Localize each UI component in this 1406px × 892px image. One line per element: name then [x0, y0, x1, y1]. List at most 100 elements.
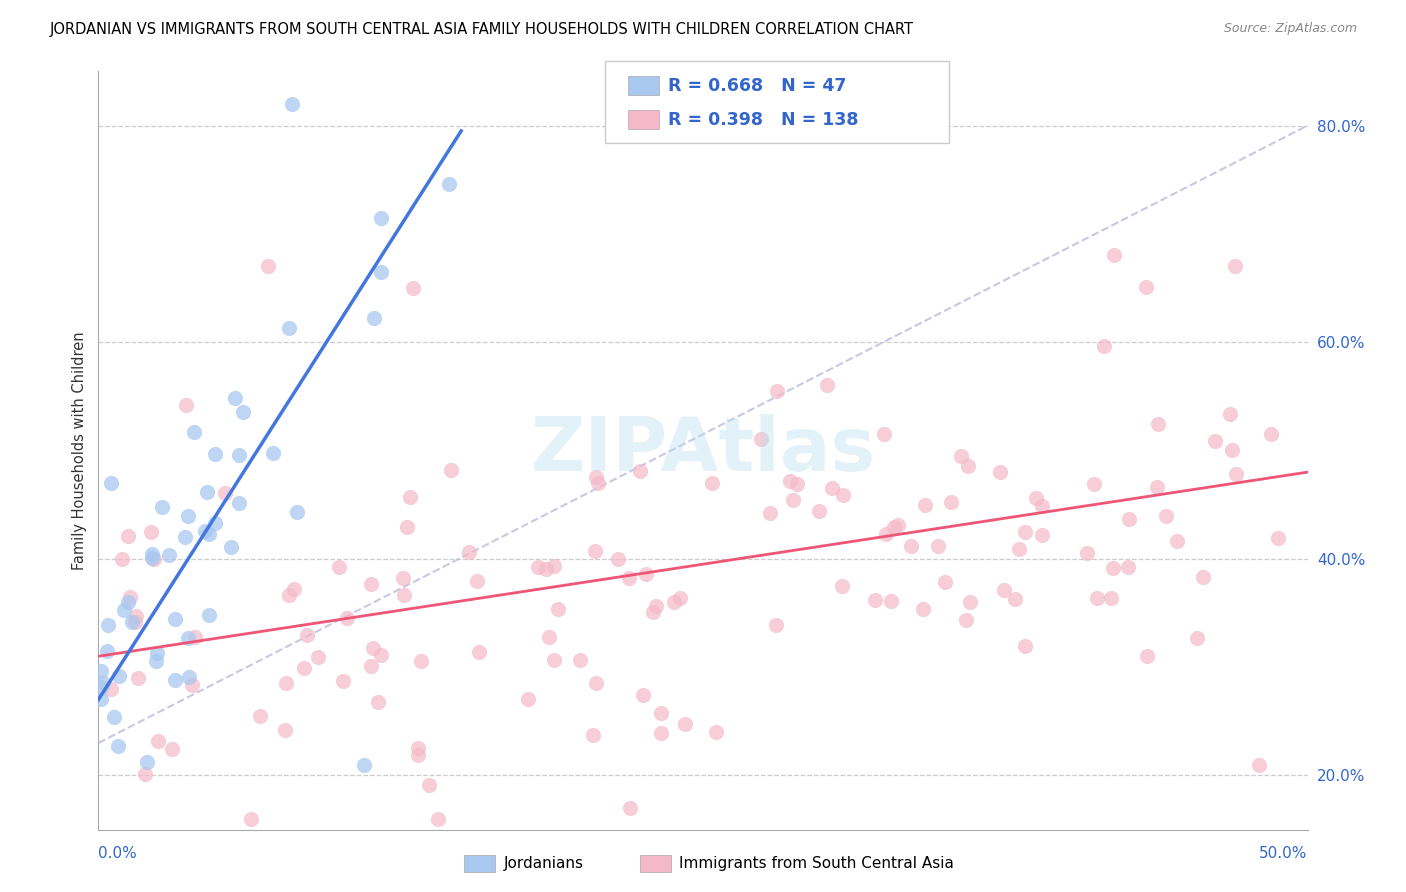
Point: [782, 492, 804, 507]
Point: [534, 561, 557, 575]
Point: [112, 603, 135, 617]
Text: Immigrants from South Central Asia: Immigrants from South Central Asia: [679, 856, 955, 871]
Point: [1249, 757, 1271, 772]
Point: [988, 465, 1011, 479]
Point: [332, 673, 354, 688]
Point: [1166, 533, 1188, 548]
Point: [402, 281, 425, 295]
Point: [118, 590, 141, 604]
Point: [1146, 480, 1168, 494]
Point: [274, 723, 297, 737]
Point: [395, 520, 418, 534]
Point: [136, 755, 159, 769]
Point: [124, 615, 146, 629]
Point: [427, 812, 450, 826]
Point: [807, 504, 830, 518]
Point: [900, 540, 922, 554]
Point: [1118, 559, 1140, 574]
Point: [786, 477, 808, 491]
Point: [619, 801, 641, 815]
Point: [183, 425, 205, 439]
Text: JORDANIAN VS IMMIGRANTS FROM SOUTH CENTRAL ASIA FAMILY HOUSEHOLDS WITH CHILDREN : JORDANIAN VS IMMIGRANTS FROM SOUTH CENTR…: [49, 22, 914, 37]
Point: [650, 726, 672, 740]
Point: [197, 607, 219, 622]
Point: [370, 211, 392, 226]
Point: [145, 654, 167, 668]
Point: [765, 618, 787, 632]
Point: [1156, 508, 1178, 523]
Point: [249, 709, 271, 723]
Text: Jordanians: Jordanians: [503, 856, 583, 871]
Point: [1219, 407, 1241, 421]
Point: [934, 575, 956, 590]
Point: [308, 650, 330, 665]
Point: [1101, 561, 1123, 575]
Point: [644, 599, 666, 614]
Point: [879, 593, 901, 607]
Point: [1008, 542, 1031, 557]
Point: [408, 748, 430, 763]
Point: [702, 476, 724, 491]
Point: [418, 778, 440, 792]
Point: [214, 486, 236, 500]
Point: [1147, 417, 1170, 431]
Point: [955, 614, 977, 628]
Point: [569, 653, 592, 667]
Text: 50.0%: 50.0%: [1260, 846, 1308, 861]
Point: [90, 664, 112, 678]
Point: [873, 426, 896, 441]
Point: [779, 474, 801, 488]
Point: [543, 559, 565, 574]
Point: [174, 398, 197, 412]
Point: [353, 757, 375, 772]
Point: [328, 559, 350, 574]
Point: [749, 432, 772, 446]
Point: [157, 548, 180, 562]
Point: [950, 449, 973, 463]
Point: [97, 618, 120, 632]
Point: [1031, 528, 1053, 542]
Point: [228, 496, 250, 510]
Point: [141, 547, 163, 561]
Point: [669, 591, 692, 606]
Point: [198, 527, 221, 541]
Point: [103, 710, 125, 724]
Point: [662, 594, 685, 608]
Point: [177, 509, 200, 524]
Point: [440, 463, 463, 477]
Point: [177, 631, 200, 645]
Point: [150, 500, 173, 515]
Point: [100, 681, 122, 696]
Point: [468, 645, 491, 659]
Point: [766, 384, 789, 399]
Point: [399, 490, 422, 504]
Text: R = 0.398   N = 138: R = 0.398 N = 138: [668, 111, 858, 128]
Point: [821, 481, 844, 495]
Point: [117, 595, 139, 609]
Point: [1267, 532, 1289, 546]
Point: [1225, 467, 1247, 481]
Point: [111, 551, 134, 566]
Point: [181, 678, 204, 692]
Point: [194, 524, 217, 539]
Point: [134, 767, 156, 781]
Point: [1135, 648, 1157, 663]
Point: [361, 640, 384, 655]
Point: [1192, 570, 1215, 584]
Point: [370, 265, 392, 279]
Point: [262, 445, 284, 459]
Point: [457, 545, 479, 559]
Point: [174, 530, 197, 544]
Point: [90, 692, 112, 706]
Point: [409, 654, 432, 668]
Point: [392, 571, 415, 585]
Point: [1099, 591, 1122, 606]
Point: [1135, 279, 1157, 293]
Point: [90, 680, 112, 694]
Point: [628, 464, 651, 478]
Point: [1025, 491, 1047, 505]
Point: [292, 661, 315, 675]
Point: [631, 688, 654, 702]
Point: [285, 505, 308, 519]
Point: [360, 658, 382, 673]
